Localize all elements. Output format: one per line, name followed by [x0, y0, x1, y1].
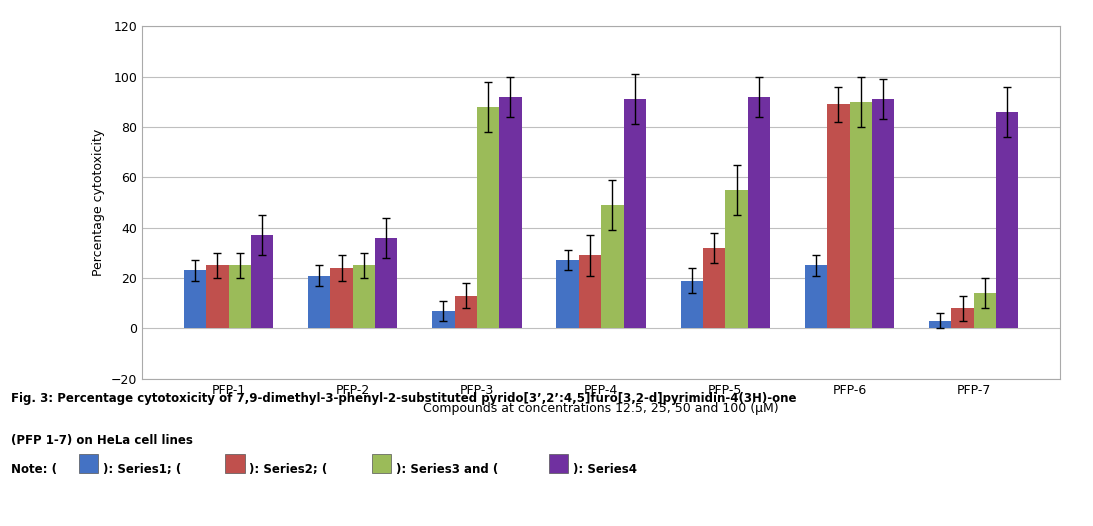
Bar	[703, 248, 726, 328]
Y-axis label: Percentage cytotoxicity: Percentage cytotoxicity	[92, 129, 105, 276]
Bar	[996, 112, 1019, 328]
Bar	[308, 276, 330, 328]
Bar	[432, 311, 455, 328]
Bar	[951, 308, 974, 328]
Bar	[872, 99, 894, 328]
Bar	[500, 97, 521, 328]
Text: Note: (: Note: (	[11, 463, 57, 476]
Bar	[184, 270, 207, 328]
Text: (PFP 1-7) on HeLa cell lines: (PFP 1-7) on HeLa cell lines	[11, 434, 192, 447]
Text: ): Series2; (: ): Series2; (	[249, 463, 328, 476]
Text: ): Series3 and (: ): Series3 and (	[396, 463, 498, 476]
Bar	[929, 321, 951, 328]
Bar	[330, 268, 353, 328]
Bar	[579, 255, 601, 328]
Bar	[549, 454, 568, 473]
Text: ): Series1; (: ): Series1; (	[103, 463, 181, 476]
Bar	[372, 454, 391, 473]
Bar	[225, 454, 245, 473]
Bar	[849, 102, 872, 328]
Bar	[477, 107, 500, 328]
Bar	[251, 235, 273, 328]
Bar	[601, 205, 623, 328]
Bar	[827, 104, 849, 328]
Bar	[228, 266, 251, 328]
Bar	[455, 296, 477, 328]
Bar	[556, 260, 579, 328]
X-axis label: Compounds at concentrations 12.5, 25, 50 and 100 (μM): Compounds at concentrations 12.5, 25, 50…	[423, 402, 779, 415]
Bar	[748, 97, 771, 328]
Text: Fig. 3: Percentage cytotoxicity of 7,9-dimethyl-3-phenyl-2-substituted pyrido[3’: Fig. 3: Percentage cytotoxicity of 7,9-d…	[11, 392, 797, 405]
Bar	[681, 280, 703, 328]
Bar	[623, 99, 646, 328]
Bar	[353, 266, 375, 328]
Bar	[375, 238, 398, 328]
Text: ): Series4: ): Series4	[573, 463, 637, 476]
Bar	[207, 266, 228, 328]
Bar	[79, 454, 98, 473]
Bar	[726, 190, 748, 328]
Bar	[804, 266, 827, 328]
Bar	[974, 293, 996, 328]
